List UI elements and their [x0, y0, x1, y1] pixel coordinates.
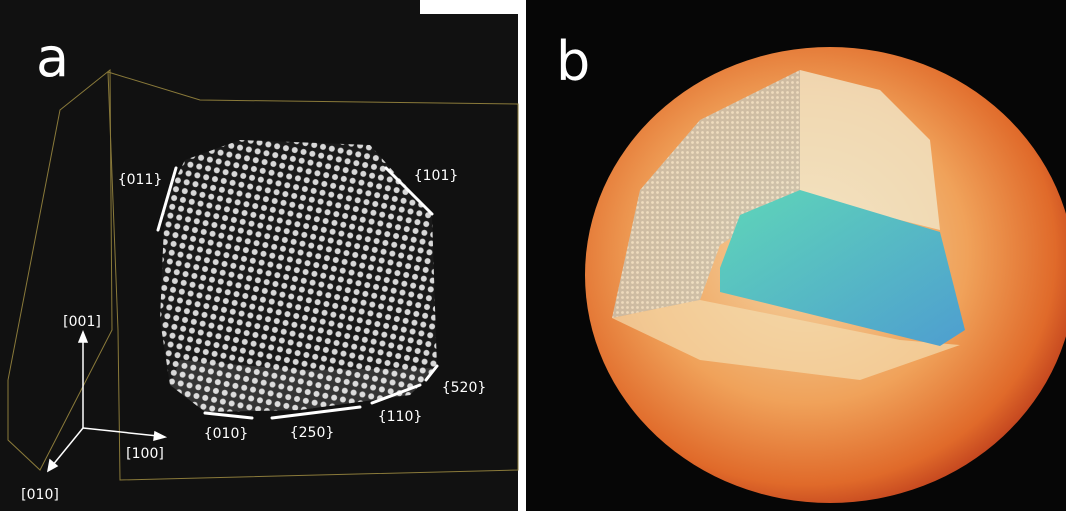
panel-a: a {011} {101} [001] {520} {010} {250} {1…	[0, 0, 518, 511]
annotation: [100]	[126, 446, 164, 462]
panel-label: a	[36, 26, 69, 89]
panel-b: b	[526, 0, 1066, 511]
annotation: {011}	[118, 172, 163, 188]
annotation: {101}	[414, 168, 459, 184]
annotation: {520}	[442, 380, 487, 396]
panel-corner	[420, 0, 518, 14]
figure: a {011} {101} [001] {520} {010} {250} {1…	[0, 0, 1066, 511]
panel-label: b	[556, 30, 590, 93]
annotation: [001]	[63, 314, 101, 330]
annotation: {110}	[378, 409, 423, 425]
annotation: {250}	[290, 425, 335, 441]
annotation: {010}	[204, 426, 249, 442]
annotation: [010]	[21, 487, 59, 503]
